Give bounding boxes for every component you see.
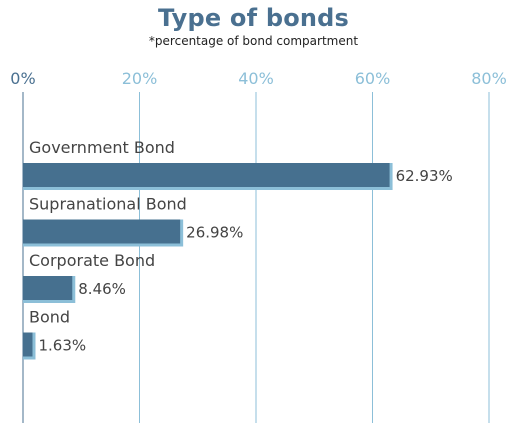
category-label: Corporate Bond <box>29 251 155 270</box>
bar <box>23 163 390 187</box>
x-tick-label: 40% <box>238 69 274 88</box>
bar <box>23 219 181 244</box>
chart-title: Type of bonds <box>157 4 350 32</box>
data-label: 8.46% <box>78 280 126 298</box>
x-tick-label: 60% <box>355 69 391 88</box>
bar <box>23 276 73 300</box>
bar <box>23 332 33 357</box>
x-tick-label: 20% <box>122 69 158 88</box>
x-tick-label: 0% <box>10 69 35 88</box>
category-label: Government Bond <box>29 138 175 157</box>
data-label: 1.63% <box>38 337 86 355</box>
category-label: Supranational Bond <box>29 195 187 214</box>
chart-subtitle: *percentage of bond compartment <box>148 34 359 48</box>
x-tick-label: 80% <box>471 69 507 88</box>
data-label: 62.93% <box>396 167 453 185</box>
category-label: Bond <box>29 308 70 327</box>
data-label: 26.98% <box>186 224 243 242</box>
